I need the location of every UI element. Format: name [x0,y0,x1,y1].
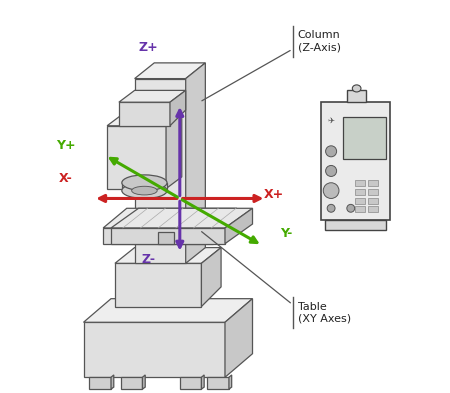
Polygon shape [321,102,390,220]
Polygon shape [143,375,145,389]
Ellipse shape [122,183,167,198]
Polygon shape [229,375,232,389]
Polygon shape [84,322,225,377]
Polygon shape [122,183,167,191]
Polygon shape [166,114,182,189]
Text: Y-: Y- [280,227,292,241]
Text: ✈: ✈ [328,116,335,124]
Bar [369,180,378,186]
Polygon shape [213,208,237,244]
Polygon shape [347,90,366,102]
Bar [369,189,378,195]
Text: Z+: Z+ [139,40,158,54]
Polygon shape [202,375,204,389]
Polygon shape [135,63,205,79]
Polygon shape [325,220,386,230]
Ellipse shape [122,175,167,191]
Text: Z-: Z- [141,253,155,266]
Bar [369,198,378,204]
Ellipse shape [352,85,361,92]
Polygon shape [225,299,252,377]
Polygon shape [103,208,237,228]
Bar [355,206,365,212]
Polygon shape [121,377,143,389]
Polygon shape [186,63,205,263]
Bar [355,189,365,195]
Polygon shape [180,377,202,389]
Text: Y+: Y+ [56,139,76,152]
Polygon shape [90,377,111,389]
Polygon shape [225,208,252,244]
Polygon shape [107,114,182,126]
Polygon shape [84,299,252,322]
Circle shape [326,165,337,176]
Polygon shape [111,208,252,228]
Circle shape [326,146,337,157]
Polygon shape [111,228,225,244]
Text: Column
(Z-Axis): Column (Z-Axis) [298,31,341,52]
Text: X-: X- [59,172,73,185]
Bar [355,198,365,204]
Polygon shape [111,375,114,389]
Circle shape [323,183,339,198]
Polygon shape [202,248,221,307]
Polygon shape [207,377,229,389]
Polygon shape [135,79,186,263]
Bar [369,206,378,212]
Circle shape [327,204,335,212]
Polygon shape [158,232,174,244]
Bar [343,117,386,159]
Polygon shape [107,126,166,189]
Text: X+: X+ [264,188,284,201]
Circle shape [347,204,355,212]
Polygon shape [115,263,202,307]
Polygon shape [119,90,186,102]
Polygon shape [170,90,186,126]
Bar [355,180,365,186]
Polygon shape [119,102,170,126]
Polygon shape [115,248,221,263]
Polygon shape [103,228,213,244]
Text: Table
(XY Axes): Table (XY Axes) [298,302,351,323]
Ellipse shape [132,186,157,195]
